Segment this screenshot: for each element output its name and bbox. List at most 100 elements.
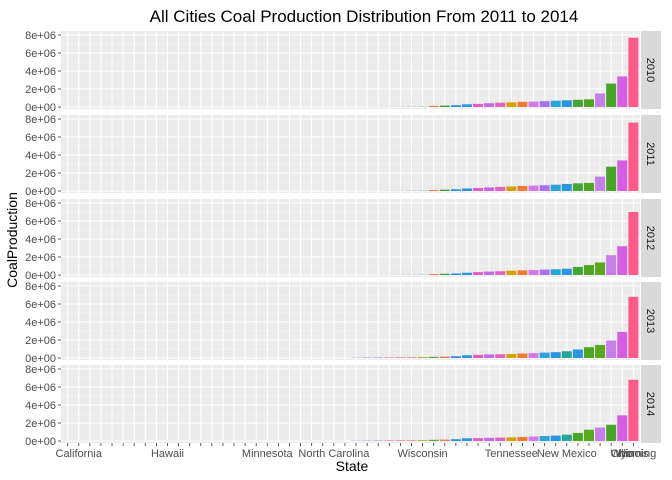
bar bbox=[628, 212, 639, 275]
y-tick-label: 4e+06 bbox=[25, 66, 56, 78]
bar bbox=[506, 186, 517, 191]
y-tick-label: 0e+00 bbox=[25, 102, 56, 114]
bar bbox=[572, 183, 583, 191]
facet-strip-label: 2012 bbox=[644, 226, 656, 250]
bar bbox=[550, 435, 561, 441]
bar bbox=[550, 100, 561, 107]
chart-title: All Cities Coal Production Distribution … bbox=[150, 7, 579, 26]
panel-background bbox=[61, 365, 640, 443]
facet-strip-label: 2010 bbox=[644, 58, 656, 82]
bar bbox=[506, 270, 517, 275]
bar bbox=[583, 99, 594, 107]
facet-strip bbox=[641, 199, 661, 277]
bar bbox=[606, 83, 617, 107]
bar bbox=[417, 190, 428, 191]
bar bbox=[417, 440, 428, 441]
bar bbox=[484, 437, 495, 441]
bar bbox=[439, 189, 450, 191]
bar bbox=[506, 353, 517, 358]
bar bbox=[417, 274, 428, 275]
y-tick-label: 4e+06 bbox=[25, 400, 56, 412]
bar bbox=[539, 436, 550, 441]
y-tick-label: 0e+00 bbox=[25, 436, 56, 448]
y-tick-label: 0e+00 bbox=[25, 353, 56, 365]
bar bbox=[461, 355, 472, 358]
bar bbox=[528, 269, 539, 275]
facet-strip-label: 2011 bbox=[644, 142, 656, 166]
bar bbox=[550, 184, 561, 191]
bar bbox=[439, 439, 450, 441]
bar bbox=[561, 351, 572, 358]
bar bbox=[461, 438, 472, 441]
y-tick-label: 2e+06 bbox=[25, 168, 56, 180]
facet-panel-2010: 0e+00 2e+06 4e+06 6e+06 8e+06 2010 bbox=[25, 30, 661, 114]
bar bbox=[595, 262, 606, 275]
y-tick-label: 4e+06 bbox=[25, 234, 56, 246]
bar bbox=[561, 183, 572, 191]
bar bbox=[606, 340, 617, 358]
bar bbox=[539, 185, 550, 191]
facet-strip-label: 2014 bbox=[644, 392, 656, 416]
bar bbox=[439, 356, 450, 358]
x-tick-label: Minnesota bbox=[242, 448, 294, 460]
bar bbox=[528, 185, 539, 191]
bar bbox=[517, 185, 528, 191]
bar bbox=[617, 160, 628, 191]
bar bbox=[450, 439, 461, 441]
bar bbox=[495, 186, 506, 191]
bar bbox=[473, 354, 484, 358]
facet-panel-2012: 0e+00 2e+06 4e+06 6e+06 8e+06 2012 bbox=[25, 198, 661, 282]
x-tick-label: Wisconsin bbox=[398, 448, 448, 460]
bar bbox=[484, 187, 495, 191]
facet-strip bbox=[641, 365, 661, 443]
bar bbox=[617, 246, 628, 275]
bar bbox=[395, 440, 406, 441]
bar bbox=[617, 331, 628, 358]
facet-strip bbox=[641, 31, 661, 109]
y-tick-label: 6e+06 bbox=[25, 299, 56, 311]
bar bbox=[595, 427, 606, 441]
x-tick-label: California bbox=[56, 448, 103, 460]
bar bbox=[617, 76, 628, 107]
bar bbox=[506, 102, 517, 107]
bar bbox=[506, 437, 517, 441]
y-tick-label: 2e+06 bbox=[25, 335, 56, 347]
y-tick-label: 6e+06 bbox=[25, 48, 56, 60]
bar bbox=[439, 105, 450, 107]
bar bbox=[528, 353, 539, 358]
facet-panel-2011: 0e+00 2e+06 4e+06 6e+06 8e+06 2011 bbox=[25, 114, 661, 198]
bar bbox=[606, 424, 617, 441]
x-tick-label: Hawaii bbox=[151, 448, 184, 460]
bar bbox=[461, 272, 472, 275]
facet-strip bbox=[641, 282, 661, 360]
bar bbox=[517, 353, 528, 358]
bar bbox=[539, 101, 550, 107]
bar bbox=[595, 344, 606, 358]
bar bbox=[384, 440, 395, 441]
panel-background bbox=[61, 31, 640, 109]
bar bbox=[628, 296, 639, 358]
bar bbox=[484, 354, 495, 358]
x-tick-label: Illinois bbox=[618, 448, 649, 460]
x-tick-label: Wyoming bbox=[610, 448, 656, 460]
bar bbox=[495, 102, 506, 107]
bar bbox=[528, 101, 539, 107]
bar bbox=[561, 434, 572, 441]
bar bbox=[583, 265, 594, 275]
bar bbox=[617, 415, 628, 441]
y-tick-label: 8e+06 bbox=[25, 30, 56, 42]
bar bbox=[450, 356, 461, 358]
bar bbox=[595, 93, 606, 107]
bar bbox=[439, 273, 450, 275]
bar bbox=[428, 356, 439, 358]
y-axis-title: CoalProduction bbox=[4, 192, 20, 288]
bar bbox=[572, 99, 583, 107]
y-tick-label: 2e+06 bbox=[25, 252, 56, 264]
bar bbox=[528, 436, 539, 441]
bar bbox=[539, 352, 550, 358]
y-tick-label: 0e+00 bbox=[25, 270, 56, 282]
bar bbox=[450, 189, 461, 191]
bar bbox=[606, 255, 617, 275]
y-tick-label: 0e+00 bbox=[25, 186, 56, 198]
